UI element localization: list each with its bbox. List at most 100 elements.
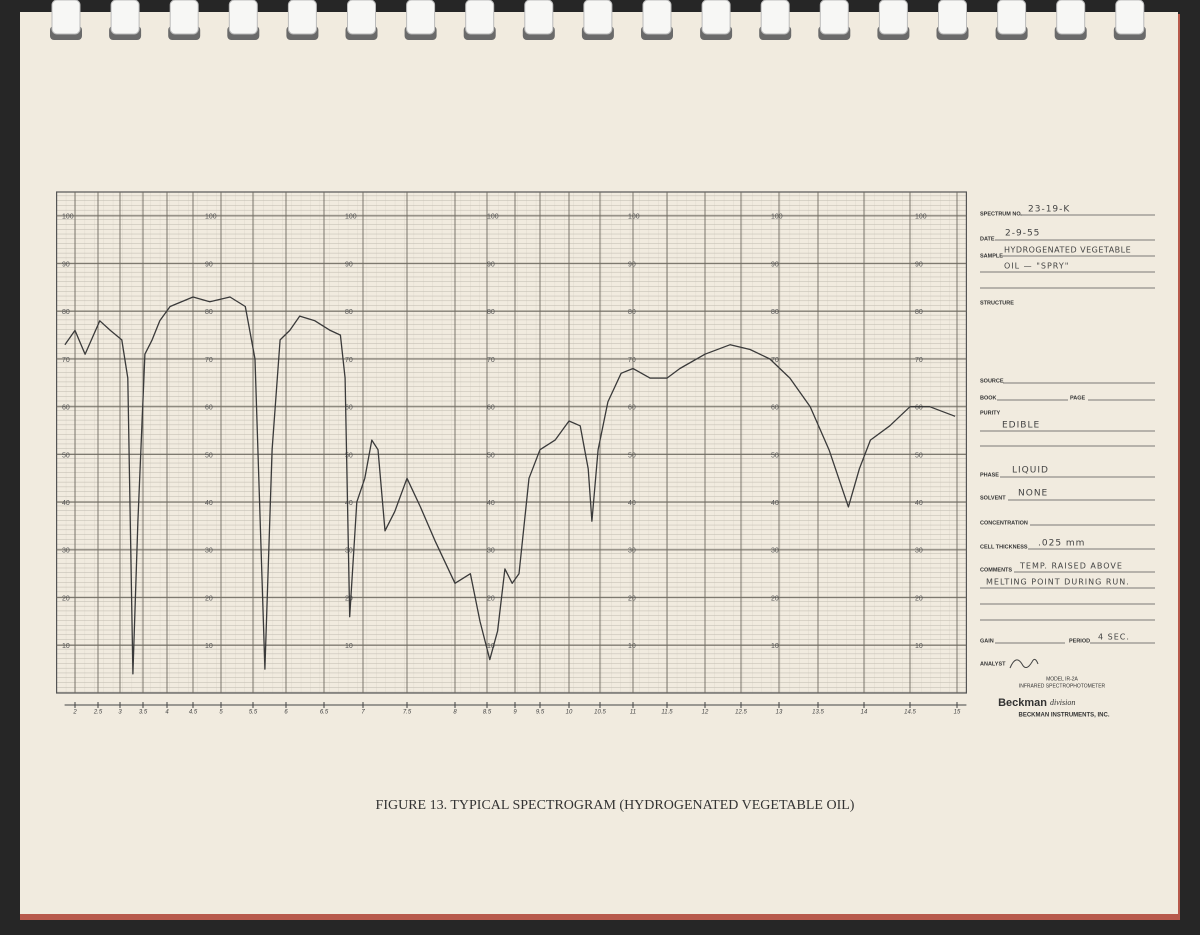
x-tick-label: 10.5: [594, 710, 606, 716]
y-tick-label: 70: [205, 357, 213, 364]
y-tick-label: 80: [628, 309, 636, 316]
label: PERIOD: [1069, 638, 1090, 644]
label: STRUCTURE: [980, 300, 1014, 306]
y-tick-label: 20: [62, 595, 70, 602]
value: MELTING POINT DURING RUN.: [986, 578, 1130, 587]
form: SPECTRUM NO. 23-19-K DATE 2-9-55 SAMPLE …: [980, 205, 1155, 719]
y-tick-label: 50: [205, 452, 213, 459]
ring: [465, 0, 495, 35]
y-tick-label: 100: [771, 214, 783, 221]
y-tick-label: 50: [345, 452, 353, 459]
label: PURITY: [980, 410, 1001, 416]
y-tick-label: 100: [205, 214, 217, 221]
y-tick-label: 90: [345, 261, 353, 268]
y-tick-label: 100: [628, 214, 640, 221]
label: PAGE: [1070, 395, 1086, 401]
x-tick-label: 5.5: [249, 710, 258, 716]
label: SPECTRUM NO.: [980, 211, 1023, 217]
y-tick-label: 60: [487, 405, 495, 412]
y-tick-label: 60: [205, 405, 213, 412]
y-tick-label: 60: [915, 405, 923, 412]
x-tick-label: 2: [72, 710, 77, 716]
y-tick-label: 10: [771, 643, 779, 650]
y-tick-label: 100: [62, 214, 74, 221]
y-tick-label: 40: [771, 500, 779, 507]
x-tick-label: 9: [513, 710, 517, 716]
ring: [997, 0, 1027, 35]
x-tick-label: 7.5: [403, 710, 412, 716]
company: BECKMAN INSTRUMENTS, INC.: [1019, 713, 1110, 719]
ring: [110, 0, 140, 35]
y-tick-label: 20: [771, 595, 779, 602]
y-tick-label: 30: [628, 548, 636, 555]
value: EDIBLE: [1002, 421, 1040, 431]
y-tick-label: 40: [345, 500, 353, 507]
ring: [169, 0, 199, 35]
ring: [406, 0, 436, 35]
x-tick-label: 13.5: [812, 710, 824, 716]
ring: [228, 0, 258, 35]
x-tick-label: 14: [861, 710, 868, 716]
y-tick-label: 40: [915, 500, 923, 507]
y-tick-label: 10: [345, 643, 353, 650]
x-tick-label: 3.5: [139, 710, 148, 716]
y-tick-label: 80: [205, 309, 213, 316]
ring: [583, 0, 613, 35]
value: 2-9-55: [1005, 229, 1040, 239]
x-tick-label: 15: [954, 710, 961, 716]
spectrum-line: [64, 296, 956, 675]
y-tick-label: 90: [771, 261, 779, 268]
label: CELL THICKNESS: [980, 544, 1028, 550]
y-tick-label: 90: [915, 261, 923, 268]
x-tick-label: 4.5: [189, 710, 198, 716]
x-tick-label: 8.5: [483, 710, 492, 716]
x-tick-label: 2.5: [93, 710, 103, 716]
brand: Beckman: [998, 697, 1047, 709]
y-tick-label: 70: [628, 357, 636, 364]
y-tick-label: 40: [487, 500, 495, 507]
y-tick-label: 40: [628, 500, 636, 507]
y-tick-label: 20: [205, 595, 213, 602]
ring: [701, 0, 731, 35]
y-tick-label: 40: [205, 500, 213, 507]
value: .025 mm: [1038, 539, 1085, 549]
y-tick-label: 60: [628, 405, 636, 412]
ring: [760, 0, 790, 35]
y-tick-label: 30: [915, 548, 923, 555]
y-tick-label: 100: [915, 214, 927, 221]
x-tick-label: 13: [776, 710, 783, 716]
signature: [1009, 658, 1039, 669]
y-tick-label: 80: [771, 309, 779, 316]
x-tick-label: 9.5: [536, 710, 545, 716]
y-tick-label: 10: [62, 643, 70, 650]
x-tick-label: 10: [566, 710, 573, 716]
ring: [938, 0, 967, 35]
y-tick-label: 90: [628, 261, 636, 268]
label: SOLVENT: [980, 495, 1006, 501]
ring: [878, 0, 908, 35]
x-tick-label: 8: [453, 710, 457, 716]
y-tick-label: 60: [62, 405, 70, 412]
instrument: INFRARED SPECTROPHOTOMETER: [1019, 683, 1106, 689]
y-tick-label: 10: [205, 643, 213, 650]
value: TEMP. RAISED ABOVE: [1019, 562, 1123, 571]
x-tick-label: 6.5: [320, 710, 329, 716]
x-tick-label: 11: [630, 710, 636, 716]
y-tick-label: 10: [487, 643, 495, 650]
y-tick-label: 50: [628, 452, 636, 459]
y-tick-label: 80: [487, 309, 495, 316]
y-tick-label: 100: [487, 214, 499, 221]
y-tick-label: 30: [205, 548, 213, 555]
value: NONE: [1018, 489, 1048, 499]
label: CONCENTRATION: [980, 520, 1028, 526]
caption: FIGURE 13. TYPICAL SPECTROGRAM (HYDROGEN…: [376, 798, 855, 813]
y-tick-label: 90: [487, 261, 495, 268]
label: BOOK: [980, 395, 997, 401]
x-tick-label: 12: [702, 710, 709, 716]
y-tick-label: 20: [628, 595, 636, 602]
ring: [1115, 0, 1145, 35]
y-tick-label: 70: [345, 357, 353, 364]
y-tick-label: 50: [915, 452, 923, 459]
y-tick-label: 90: [205, 261, 213, 268]
y-tick-label: 20: [487, 595, 495, 602]
